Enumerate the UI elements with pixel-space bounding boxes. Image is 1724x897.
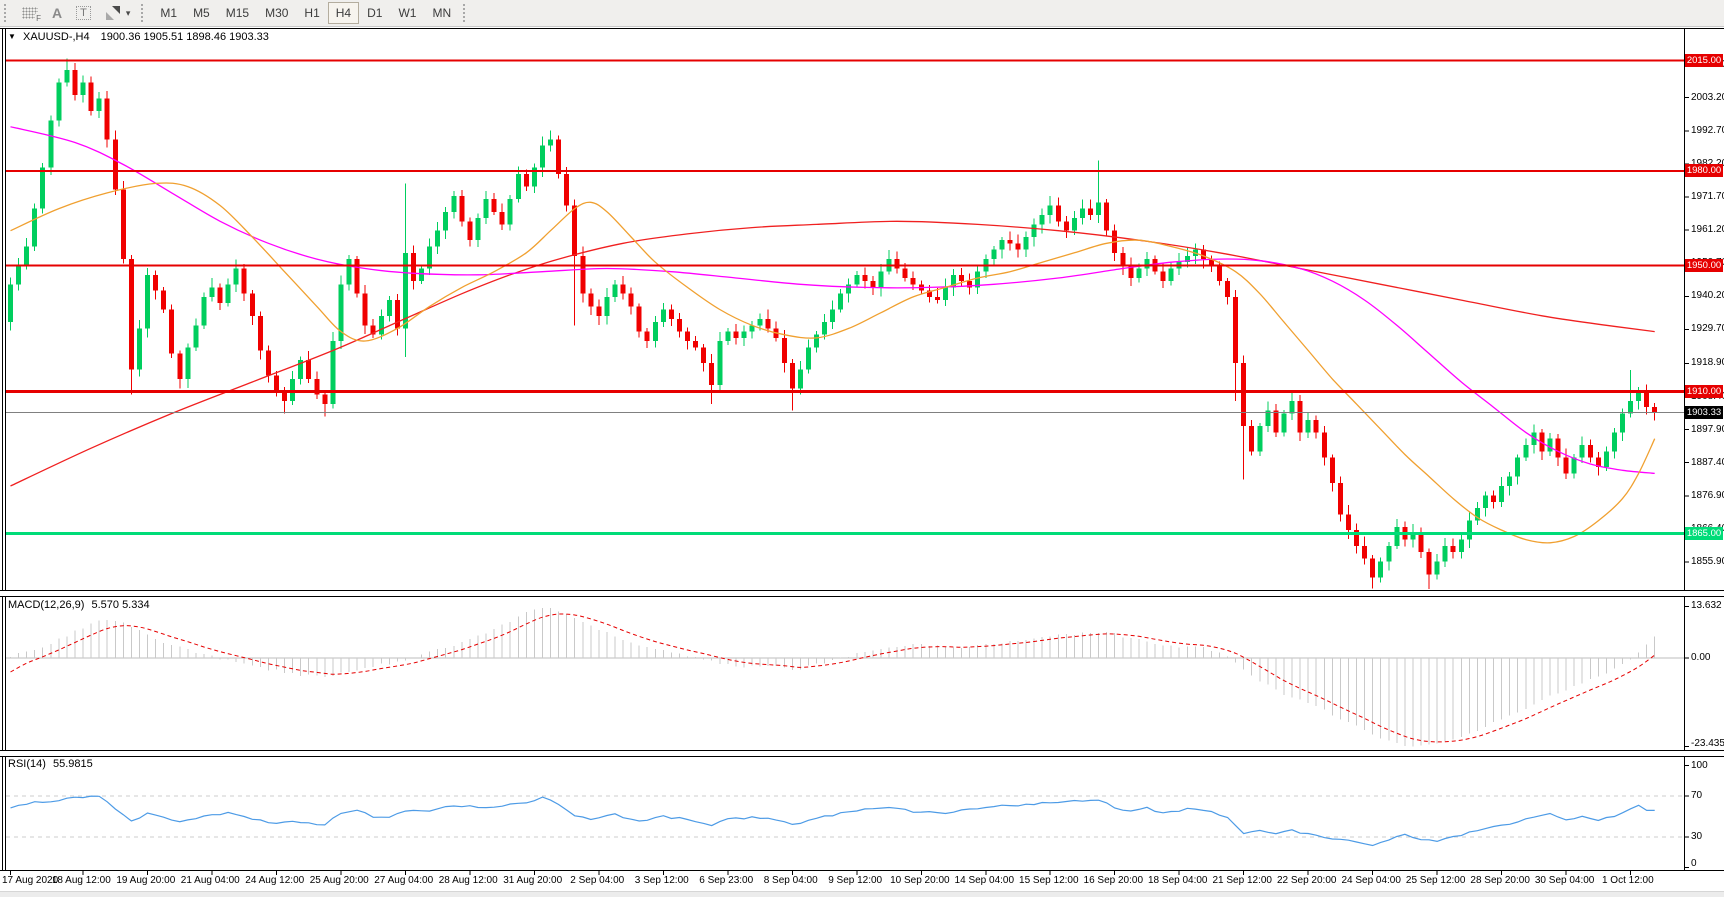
timeframe-button-m1[interactable]: M1: [160, 6, 178, 20]
time-tick-label: 21 Aug 04:00: [180, 875, 240, 886]
time-tick-label: 2 Sep 04:00: [570, 875, 625, 886]
rsi-line: [10, 795, 1655, 847]
price-tick-label: 1887.40: [1691, 456, 1724, 468]
level-price-badge: 1865.00: [1685, 526, 1723, 540]
time-tick-label: 16 Sep 20:00: [1083, 875, 1144, 886]
fibonacci-icon: F: [22, 7, 42, 23]
time-tick-label: 3 Sep 12:00: [634, 875, 689, 886]
level-price-badge: 1910.00: [1685, 384, 1723, 398]
chart-symbol-period: XAUUSD-,H4: [22, 31, 90, 43]
text-box-icon: T: [76, 6, 91, 20]
price-tick-label: 1876.90: [1691, 489, 1724, 501]
rsi-name: RSI(14): [8, 758, 46, 770]
price-tick-label: 2003.20: [1691, 91, 1724, 103]
price-tick-label: 1855.90: [1691, 555, 1724, 567]
chart-window-left-border-inner: [5, 28, 6, 871]
pane-splitter-macd[interactable]: [0, 590, 1724, 597]
macd-values: 5.570 5.334: [91, 599, 150, 611]
status-strip: [0, 891, 1724, 897]
fibonacci-tool-button[interactable]: F: [15, 2, 45, 24]
time-tick-label: 25 Sep 12:00: [1405, 875, 1466, 886]
price-tick-label: 1897.90: [1691, 423, 1724, 435]
macd-scale-label: 13.632: [1691, 600, 1722, 612]
toolbar-grip[interactable]: [141, 4, 148, 22]
time-tick-label: 22 Sep 20:00: [1276, 875, 1337, 886]
time-tick-label: 31 Aug 20:00: [503, 875, 563, 886]
level-price-badge: 1980.00: [1685, 164, 1723, 178]
time-tick-label: 6 Sep 23:00: [699, 875, 754, 886]
timeframe-button-h1[interactable]: H1: [304, 6, 320, 20]
time-tick-label: 1 Oct 12:00: [1601, 875, 1654, 886]
time-tick-label: 10 Sep 20:00: [890, 875, 950, 886]
level-price-badge: 2015.00: [1685, 54, 1723, 67]
macd-signal-line: [10, 613, 1655, 743]
text-box-tool-button[interactable]: T: [69, 2, 98, 24]
toolbar-grip[interactable]: [463, 4, 470, 22]
text-label-tool-button[interactable]: A: [45, 2, 69, 24]
rsi-scale-label: 70: [1691, 790, 1703, 802]
timeframe-button-d1[interactable]: D1: [367, 6, 383, 20]
chart-window-top-border: [0, 28, 1724, 29]
chart-ohlc-values: 1900.36 1905.51 1898.46 1903.33: [100, 31, 269, 43]
time-tick-label: 24 Sep 04:00: [1341, 875, 1401, 886]
time-tick-label: 24 Aug 12:00: [245, 875, 305, 886]
collapse-icon[interactable]: ▼: [8, 32, 16, 41]
rsi-indicator-label: RSI(14) 55.9815: [8, 758, 93, 770]
chart-window-left-border: [2, 28, 3, 871]
price-tick-label: 1918.90: [1691, 357, 1724, 369]
time-tick-label: 27 Aug 04:00: [374, 875, 434, 886]
chevron-down-icon: ▾: [125, 7, 131, 18]
timeframe-button-m15[interactable]: M15: [225, 6, 250, 20]
level-price-badge: 1950.00: [1685, 258, 1723, 272]
text-label-icon: A: [52, 5, 63, 21]
price-tick-label: 1971.70: [1691, 190, 1724, 202]
price-tick-label: 1982.20: [1691, 158, 1724, 169]
macd-scale-label: 0.00: [1691, 652, 1711, 663]
chart-title: ▼ XAUUSD-,H4 1900.36 1905.51 1898.46 190…: [8, 31, 269, 43]
ma-medium-line: [10, 126, 1655, 475]
time-tick-label: 15 Sep 12:00: [1019, 875, 1079, 886]
rsi-scale-label: 100: [1691, 759, 1708, 771]
time-tick-label: 28 Aug 12:00: [438, 875, 498, 886]
rsi-scale-label: 30: [1691, 830, 1703, 842]
time-tick-label: 18 Sep 04:00: [1148, 875, 1208, 886]
price-tick-label: 1940.20: [1691, 290, 1724, 302]
time-tick-label: 9 Sep 12:00: [828, 875, 883, 886]
time-tick-label: 8 Sep 04:00: [763, 875, 818, 886]
pane-splitter-rsi[interactable]: [0, 750, 1724, 757]
timeframe-button-w1[interactable]: W1: [398, 6, 417, 20]
macd-name: MACD(12,26,9): [8, 599, 85, 611]
macd-indicator-label: MACD(12,26,9) 5.570 5.334: [8, 599, 150, 611]
current-price-badge: 1903.33: [1685, 405, 1723, 419]
rsi-value: 55.9815: [52, 758, 93, 770]
timeframe-button-h4[interactable]: H4: [327, 2, 360, 24]
ma-slow-line: [10, 220, 1655, 487]
toolbar: F A T ▾ M1 M5 M15 M30 H1 H4 D1 W1 MN: [0, 0, 1724, 27]
rsi-pane-bottom-border: [0, 870, 1724, 871]
ma-fast-line: [10, 182, 1656, 544]
rsi-scale-label: 0: [1691, 858, 1697, 869]
time-tick-label: 28 Sep 20:00: [1470, 875, 1530, 886]
time-tick-label: 21 Sep 12:00: [1212, 875, 1272, 886]
toolbar-grip[interactable]: [4, 4, 11, 22]
timeframe-button-m30[interactable]: M30: [265, 6, 289, 20]
timeframe-button-m5[interactable]: M5: [193, 6, 210, 20]
price-tick-label: 1992.70: [1691, 124, 1724, 136]
time-tick-label: 14 Sep 04:00: [954, 875, 1015, 886]
timeframe-button-mn[interactable]: MN: [432, 6, 452, 20]
price-tick-label: 1961.20: [1691, 224, 1724, 236]
time-tick-label: 19 Aug 20:00: [116, 875, 176, 886]
time-tick-label: 18 Aug 12:00: [51, 875, 111, 886]
macd-scale-label: -23.435: [1691, 738, 1724, 749]
arrows-icon: [105, 6, 121, 20]
time-tick-label: 25 Aug 20:00: [309, 875, 369, 886]
time-tick-label: 30 Sep 04:00: [1534, 875, 1595, 886]
price-tick-label: 1929.70: [1691, 323, 1724, 335]
time-tick-label: 17 Aug 2020: [2, 875, 59, 886]
arrows-tool-button[interactable]: ▾: [98, 2, 138, 24]
